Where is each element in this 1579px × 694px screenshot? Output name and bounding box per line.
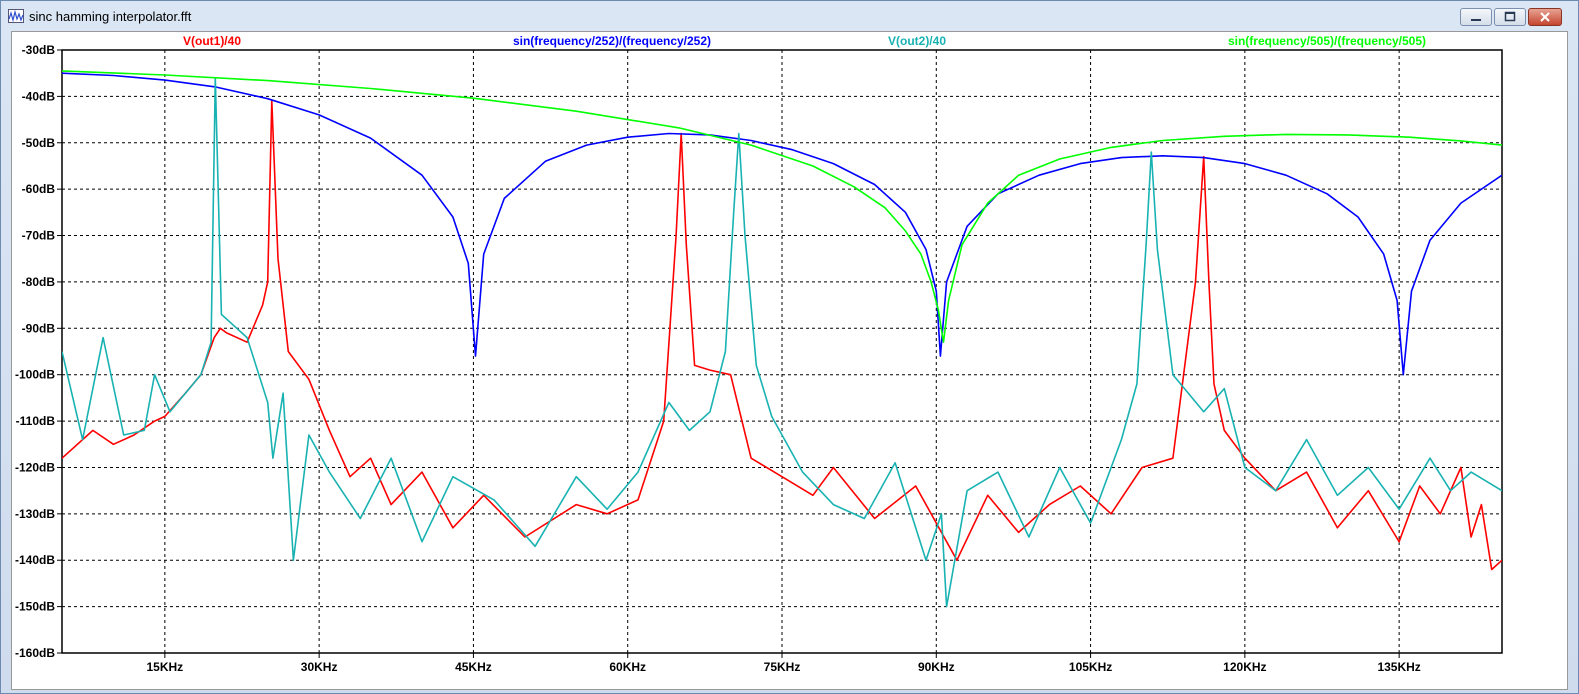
y-tick-label: -110dB [16,414,56,428]
legend-entry: V(out1)/40 [183,34,241,48]
close-button[interactable] [1528,8,1562,26]
x-tick-label: 90KHz [918,660,955,674]
title-bar[interactable]: sinc hamming interpolator.fft [1,1,1578,31]
y-tick-label: -60dB [22,182,56,196]
y-tick-label: -70dB [22,229,56,243]
x-tick-label: 30KHz [301,660,338,674]
axes: -30dB -40dB -50dB -60dB -70dB -80dB -90dB -100d… [15,43,1503,674]
legend-entry: sin(frequency/505)/(frequency/505) [1228,34,1426,48]
x-tick-label: 60KHz [609,660,646,674]
x-tick-label: 45KHz [455,660,492,674]
y-tick-label: -30dB [22,43,56,57]
window-title: sinc hamming interpolator.fft [29,9,192,24]
grid [62,50,1502,653]
series-line-2 [62,72,1502,376]
y-tick-label: -80dB [22,275,56,289]
y-tick-label: -120dB [15,460,55,474]
y-tick-label: -100dB [15,368,55,382]
y-tick-label: -50dB [22,136,56,150]
waveform-icon [8,9,24,23]
legend-entry: V(out2)/40 [888,34,946,48]
x-tick-label: 120KHz [1223,660,1266,674]
series-group [62,70,1502,608]
y-tick-label: -90dB [22,321,56,335]
series-line-1 [62,100,1502,571]
maximize-button[interactable] [1494,8,1526,26]
series-line-4 [62,70,1502,344]
legend: V(out1)/40 sin(frequency/252)/(frequency/… [183,34,1426,48]
close-icon [1540,12,1550,22]
minimize-button[interactable] [1460,8,1492,26]
x-tick-label: 75KHz [764,660,801,674]
x-tick-label: 135KHz [1377,660,1420,674]
maximize-icon [1504,11,1516,22]
y-tick-label: -130dB [15,507,55,521]
y-tick-label: -40dB [22,89,56,103]
x-tick-label: 15KHz [147,660,184,674]
series-line-3 [62,76,1502,608]
minimize-icon [1471,19,1481,21]
y-tick-label: -140dB [15,553,55,567]
y-tick-label: -150dB [15,600,55,614]
legend-entry: sin(frequency/252)/(frequency/252) [513,34,711,48]
fft-chart[interactable]: -30dB -40dB -50dB -60dB -70dB -80dB -90dB -100d… [12,32,1567,689]
x-tick-label: 105KHz [1069,660,1112,674]
plot-area: -30dB -40dB -50dB -60dB -70dB -80dB -90dB -100d… [11,31,1568,690]
y-tick-label: -160dB [15,646,55,660]
